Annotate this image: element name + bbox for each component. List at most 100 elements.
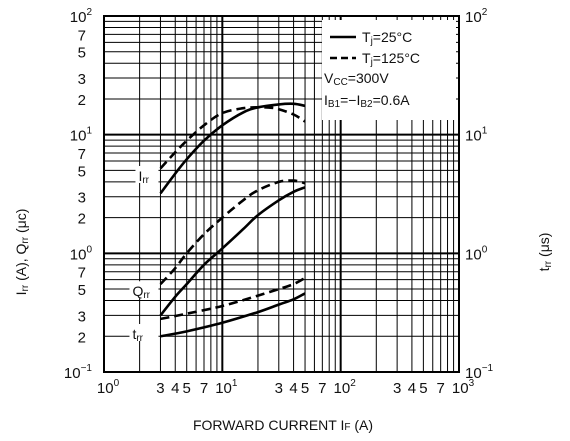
y-tick-label-left-base: 10 [70,9,87,26]
y-tick-label-right-exp: 2 [482,7,488,18]
y-tick-label-left-base: 2 [78,211,86,228]
x-tick-label: 102 [334,378,357,397]
y-tick-label-left: 2 [78,329,86,346]
x-axis-label: FORWARD CURRENT IF (A) [193,417,373,433]
curve-label-irr: Irr [138,168,149,186]
series-irr-solid [159,102,306,195]
legend-entry-value: =125°C [373,50,420,66]
y-left-p1-sub: rr [20,284,31,291]
curve-label-bg [135,165,159,183]
curve-label-sub: rr [143,290,150,301]
y-tick-label-left-base: 5 [78,282,86,299]
y-left-p2-sub: rr [20,236,31,243]
y-tick-label-left-exp: 1 [86,126,92,137]
y-tick-label-left-base: 7 [78,27,86,44]
y-tick-label-left-base: 2 [78,92,86,109]
y-tick-label-left-base: 2 [78,329,86,346]
y-tick-label-right-base: 10 [465,9,482,26]
y-tick-label-left: 102 [70,7,93,26]
y-tick-label-left: 5 [78,45,86,62]
x-tick-label: 101 [215,378,238,397]
curve-label-sub: rr [142,175,149,186]
y-tick-label-left: 7 [78,146,86,163]
y-tick-label-right: 102 [465,7,488,26]
x-tick-label: 5 [183,380,191,397]
x-tick-label: 7 [200,380,208,397]
y-axis-label-right: trr (μs) [536,233,554,272]
legend-entry-symbol: T [362,50,371,66]
curve-label-main: Q [132,283,143,299]
x-tick-label-base: 5 [183,380,191,397]
x-tick-label-base: 10 [97,380,114,397]
legend-condition-sub2: B2 [360,99,373,110]
y-right-p1-sub: rr [543,260,554,267]
legend-entry-value: =25°C [373,29,412,45]
y-left-p1: I [13,291,29,295]
legend-condition-value2: =0.6A [373,92,411,108]
x-tick-label-base: 10 [334,380,351,397]
x-tick-label-base: 3 [156,380,164,397]
y-tick-label-left-base: 5 [78,163,86,180]
series-qrr-dashed [159,179,306,285]
y-right-p2: (μs) [536,233,552,261]
x-tick-label: 7 [318,380,326,397]
y-tick-label-left: 2 [78,211,86,228]
x-tick-label-exp: 0 [114,378,120,389]
series-trr-solid [160,292,306,338]
x-tick-label-base: 7 [436,380,444,397]
x-tick-label-exp: 1 [232,378,238,389]
y-tick-label-left-exp: 0 [86,244,92,255]
curve-label-trr: trr [132,326,143,344]
x-tick-label: 7 [436,380,444,397]
series-trr-dashed [160,276,306,321]
y-left-p3: (μc) [13,209,29,237]
x-tick-label-base: 4 [171,380,179,397]
y-tick-label-left: 10−1 [64,363,93,382]
y-tick-label-left-base: 3 [78,190,86,207]
series-irr-dashed [159,105,306,170]
series-qrr-solid [159,186,306,317]
y-tick-label-left-base: 10 [64,365,81,382]
x-tick-label-exp: 3 [469,378,475,389]
y-tick-label-left: 3 [78,71,86,88]
y-tick-label-right-base: 10 [465,246,482,263]
x-tick-label-exp: 2 [350,378,356,389]
y-tick-label-left: 3 [78,308,86,325]
legend-condition-sub: CC [333,77,347,88]
curve-label-qrr: Qrr [132,283,150,301]
x-tick-label-base: 7 [200,380,208,397]
curve-label-main: I [138,168,142,184]
x-tick-label: 100 [97,378,120,397]
legend-entry-sub: j [370,57,373,68]
legend-condition: VCC=300V [324,70,389,88]
legend-entry-symbol: T [362,29,371,45]
y-tick-label-right-base: 10 [465,365,482,382]
x-tick-label: 3 [156,380,164,397]
legend-condition: IB1=−IB2=0.6A [324,92,410,110]
x-tick-label-base: 4 [289,380,297,397]
legend-condition-symbol: I [324,92,328,108]
y-tick-label-left: 2 [78,92,86,109]
x-tick-label: 3 [393,380,401,397]
curve-label-sub: rr [136,333,143,344]
x-axis-unit: (A) [354,417,373,433]
y-tick-label-left-base: 10 [70,246,87,263]
y-tick-label-right-exp: −1 [482,363,494,374]
y-tick-label-left: 7 [78,265,86,282]
y-tick-label-left: 7 [78,27,86,44]
x-tick-label: 4 [289,380,297,397]
legend-entry: Tj=125°C [362,50,420,68]
x-tick-label: 4 [171,380,179,397]
x-tick-label-base: 10 [452,380,469,397]
y-tick-label-left-base: 7 [78,265,86,282]
y-tick-label-left: 100 [70,244,93,263]
y-tick-label-left: 5 [78,163,86,180]
plot-frame [103,15,460,373]
legend-condition-value: =300V [348,70,390,86]
y-tick-label-left-exp: −1 [81,363,93,374]
y-tick-label-left-base: 5 [78,45,86,62]
y-tick-label-left: 101 [70,126,93,145]
